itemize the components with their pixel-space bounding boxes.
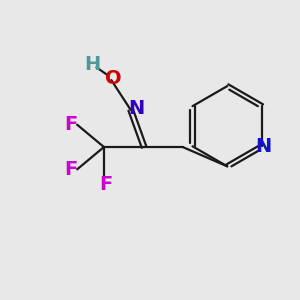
Text: N: N bbox=[128, 99, 144, 118]
Text: F: F bbox=[99, 175, 112, 194]
Text: F: F bbox=[64, 160, 77, 179]
Text: H: H bbox=[84, 55, 100, 74]
Text: N: N bbox=[255, 137, 272, 156]
Text: O: O bbox=[104, 69, 121, 88]
Text: F: F bbox=[64, 115, 77, 134]
